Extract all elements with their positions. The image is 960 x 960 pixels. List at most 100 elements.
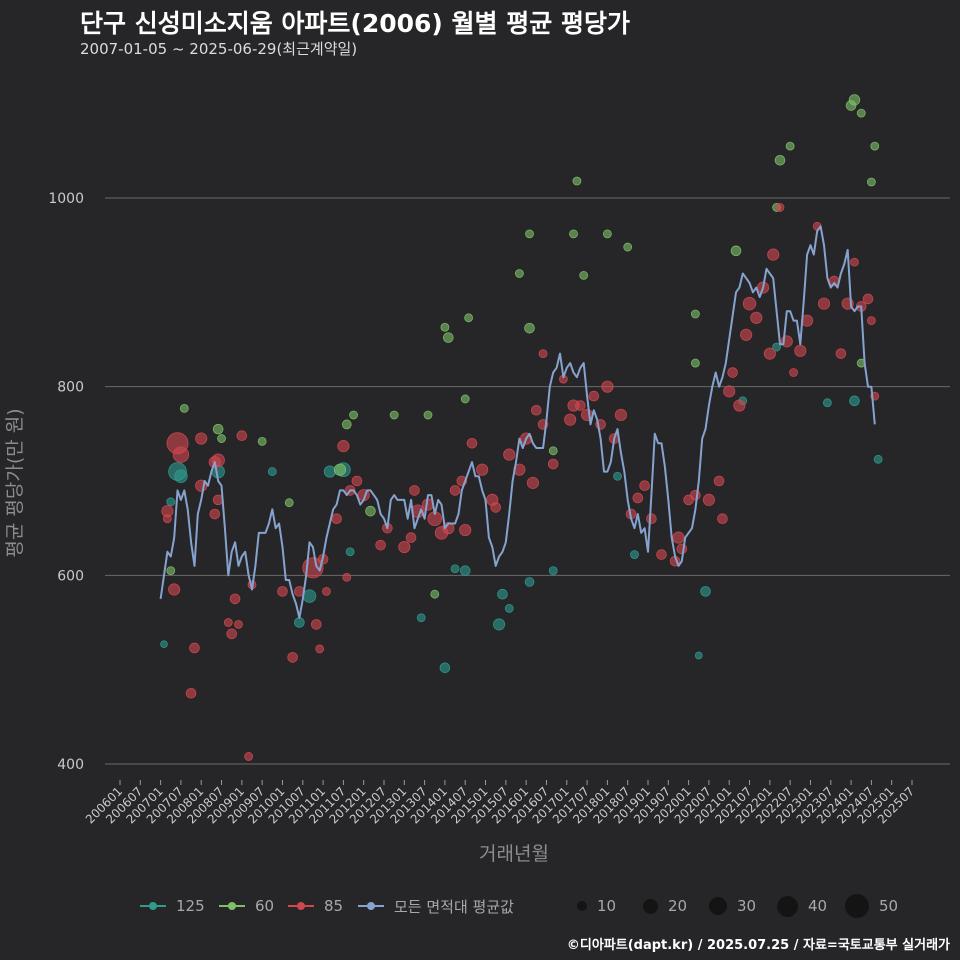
point-125[interactable] bbox=[524, 577, 535, 587]
point-125[interactable] bbox=[160, 640, 168, 649]
legend-item-60[interactable]: 60 bbox=[219, 892, 274, 920]
point-85[interactable] bbox=[588, 390, 600, 402]
point-125[interactable] bbox=[174, 469, 188, 484]
point-60[interactable] bbox=[179, 403, 189, 413]
point-85[interactable] bbox=[172, 446, 190, 463]
point-85[interactable] bbox=[763, 347, 776, 360]
point-85[interactable] bbox=[614, 408, 627, 422]
point-60[interactable] bbox=[572, 176, 582, 186]
point-125[interactable] bbox=[849, 395, 860, 407]
point-85[interactable] bbox=[538, 349, 548, 359]
point-85[interactable] bbox=[375, 539, 386, 551]
point-60[interactable] bbox=[856, 108, 866, 118]
point-85[interactable] bbox=[862, 293, 874, 305]
point-125[interactable] bbox=[694, 651, 703, 660]
point-60[interactable] bbox=[514, 269, 524, 278]
legend-item-85[interactable]: 85 bbox=[288, 892, 343, 920]
point-60[interactable] bbox=[257, 436, 267, 446]
point-85[interactable] bbox=[244, 752, 254, 761]
point-60[interactable] bbox=[690, 358, 700, 368]
point-85[interactable] bbox=[337, 440, 350, 453]
point-85[interactable] bbox=[850, 257, 859, 267]
point-60[interactable] bbox=[774, 154, 786, 166]
point-125[interactable] bbox=[345, 547, 355, 557]
point-85[interactable] bbox=[702, 493, 715, 506]
point-60[interactable] bbox=[349, 410, 358, 420]
point-85[interactable] bbox=[287, 652, 298, 663]
point-125[interactable] bbox=[548, 566, 558, 576]
point-85[interactable] bbox=[742, 296, 757, 311]
point-125[interactable] bbox=[630, 550, 639, 559]
point-60[interactable] bbox=[623, 242, 633, 252]
point-85[interactable] bbox=[398, 540, 411, 554]
point-60[interactable] bbox=[579, 270, 589, 280]
point-85[interactable] bbox=[733, 399, 746, 412]
point-85[interactable] bbox=[315, 644, 325, 654]
point-85[interactable] bbox=[503, 448, 516, 461]
point-125[interactable] bbox=[613, 471, 622, 481]
point-85[interactable] bbox=[601, 380, 614, 393]
point-85[interactable] bbox=[185, 687, 197, 699]
point-125[interactable] bbox=[700, 586, 711, 597]
point-85[interactable] bbox=[234, 619, 243, 629]
point-60[interactable] bbox=[548, 446, 558, 456]
point-85[interactable] bbox=[789, 368, 798, 377]
point-85[interactable] bbox=[750, 311, 763, 324]
point-60[interactable] bbox=[430, 589, 440, 599]
point-60[interactable] bbox=[212, 423, 224, 435]
point-85[interactable] bbox=[676, 543, 688, 555]
point-125[interactable] bbox=[459, 565, 471, 576]
point-125[interactable] bbox=[873, 454, 883, 464]
point-85[interactable] bbox=[564, 413, 577, 426]
point-125[interactable] bbox=[497, 588, 508, 600]
point-125[interactable] bbox=[294, 617, 305, 628]
point-85[interactable] bbox=[767, 248, 780, 261]
point-85[interactable] bbox=[223, 618, 233, 627]
point-85[interactable] bbox=[459, 523, 472, 537]
point-60[interactable] bbox=[569, 229, 578, 239]
point-60[interactable] bbox=[464, 313, 474, 323]
legend-item-125[interactable]: 125 bbox=[140, 892, 205, 920]
point-60[interactable] bbox=[785, 141, 795, 151]
legend-item-average[interactable]: 모든 면적대 평균값 bbox=[358, 892, 514, 920]
point-85[interactable] bbox=[311, 619, 322, 630]
point-85[interactable] bbox=[331, 513, 342, 525]
point-85[interactable] bbox=[476, 463, 489, 476]
point-125[interactable] bbox=[772, 342, 782, 352]
point-85[interactable] bbox=[409, 485, 420, 496]
point-60[interactable] bbox=[284, 498, 294, 508]
point-125[interactable] bbox=[439, 662, 451, 674]
point-125[interactable] bbox=[504, 603, 514, 613]
point-60[interactable] bbox=[730, 245, 742, 257]
point-125[interactable] bbox=[267, 467, 277, 476]
point-85[interactable] bbox=[209, 508, 221, 520]
point-85[interactable] bbox=[236, 430, 248, 442]
point-85[interactable] bbox=[466, 437, 478, 449]
point-85[interactable] bbox=[405, 532, 417, 543]
point-125[interactable] bbox=[323, 465, 336, 478]
point-60[interactable] bbox=[460, 394, 470, 404]
point-60[interactable] bbox=[389, 410, 399, 420]
point-125[interactable] bbox=[166, 497, 176, 507]
point-85[interactable] bbox=[817, 297, 831, 310]
point-85[interactable] bbox=[632, 492, 644, 504]
point-85[interactable] bbox=[531, 404, 542, 416]
point-85[interactable] bbox=[490, 502, 501, 513]
point-85[interactable] bbox=[351, 475, 363, 487]
point-60[interactable] bbox=[217, 434, 226, 443]
point-60[interactable] bbox=[333, 463, 347, 476]
point-85[interactable] bbox=[229, 593, 241, 605]
point-85[interactable] bbox=[526, 476, 539, 489]
point-60[interactable] bbox=[365, 505, 376, 517]
point-85[interactable] bbox=[646, 513, 657, 525]
point-60[interactable] bbox=[870, 141, 880, 151]
point-85[interactable] bbox=[189, 642, 200, 654]
point-60[interactable] bbox=[166, 566, 176, 576]
point-85[interactable] bbox=[547, 458, 559, 470]
point-85[interactable] bbox=[575, 400, 586, 411]
point-85[interactable] bbox=[277, 586, 288, 597]
point-85[interactable] bbox=[727, 367, 738, 378]
point-85[interactable] bbox=[717, 513, 728, 525]
point-85[interactable] bbox=[656, 549, 667, 560]
point-125[interactable] bbox=[450, 564, 460, 574]
